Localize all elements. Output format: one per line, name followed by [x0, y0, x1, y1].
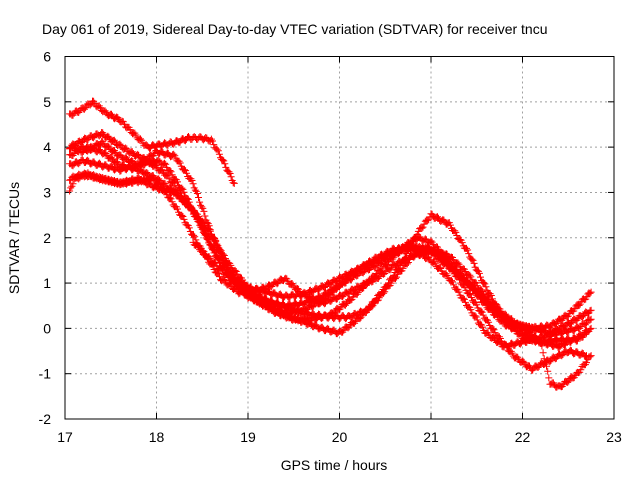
y-tick-label: 5 — [43, 94, 51, 110]
y-tick-labels: -2 -1 0 1 2 3 4 5 6 — [39, 49, 52, 428]
chart-title: Day 061 of 2019, Sidereal Day-to-day VTE… — [42, 21, 548, 37]
x-tick-label: 22 — [515, 429, 531, 445]
y-tick-label: 4 — [43, 139, 51, 155]
data-series — [66, 97, 595, 391]
series-trace-3 — [66, 143, 595, 338]
x-tick-label: 19 — [240, 429, 256, 445]
x-tick-label: 18 — [149, 429, 165, 445]
data-points-trace-8 — [189, 238, 595, 391]
y-tick-label: 1 — [43, 275, 51, 291]
y-tick-label: 6 — [43, 49, 51, 65]
y-tick-label: -1 — [39, 366, 52, 382]
x-tick-labels: 17 18 19 20 21 22 23 — [57, 429, 622, 445]
y-tick-label: 3 — [43, 184, 51, 200]
x-tick-label: 17 — [57, 429, 73, 445]
y-axis-label: SDTVAR / TECUs — [6, 182, 22, 294]
series-trace-1 — [66, 97, 238, 187]
y-tick-label: -2 — [39, 411, 52, 427]
data-points-trace-7 — [66, 169, 590, 347]
data-points-trace-1 — [66, 97, 238, 187]
data-points-trace-3 — [66, 143, 595, 338]
x-tick-label: 21 — [423, 429, 439, 445]
x-axis-label: GPS time / hours — [281, 457, 388, 473]
y-tick-label: 2 — [43, 230, 51, 246]
series-trace-7 — [66, 169, 590, 347]
x-tick-label: 20 — [332, 429, 348, 445]
gridlines — [65, 56, 614, 419]
series-trace-8 — [189, 238, 595, 391]
x-tick-label: 23 — [606, 429, 622, 445]
plot-frame — [64, 56, 615, 420]
y-tick-label: 0 — [43, 320, 51, 336]
